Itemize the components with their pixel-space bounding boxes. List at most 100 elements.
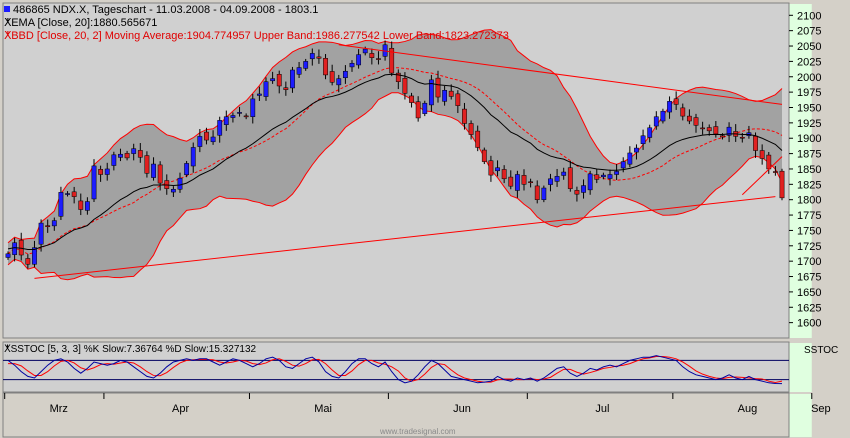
sstoc-axis-label: SSTOC bbox=[804, 345, 839, 356]
ema-legend: ⵅEMA [Close, 20]:1880.565671 bbox=[4, 17, 157, 29]
candle-down bbox=[574, 190, 580, 195]
title-text: 486865 NDX.X, Tageschart - 11.03.2008 - … bbox=[13, 4, 319, 16]
sstoc-legend: ⵅSSTOC [5, 3, 3] %K Slow:7.36764 %D Slow… bbox=[4, 344, 256, 356]
band-moving-average-line bbox=[7, 67, 783, 255]
month-label: Jul bbox=[595, 403, 609, 415]
upper-band-line bbox=[7, 29, 783, 244]
candle-up bbox=[541, 187, 547, 200]
ema-line bbox=[7, 73, 783, 250]
candle-down bbox=[693, 117, 699, 126]
candle-down bbox=[534, 185, 540, 200]
candle-down bbox=[779, 170, 785, 199]
candle-down bbox=[766, 154, 772, 170]
y-tick-label: 1750 bbox=[797, 225, 821, 237]
candle-up bbox=[362, 48, 368, 54]
series-icon bbox=[4, 6, 10, 12]
candle-up bbox=[131, 148, 137, 154]
candle-up bbox=[356, 54, 362, 66]
candle-down bbox=[329, 71, 335, 83]
y-tick-label: 2025 bbox=[797, 56, 821, 68]
candle-down bbox=[389, 47, 395, 74]
sstoc-legend-text: SSTOC [5, 3, 3] %K Slow:7.36764 %D Slow:… bbox=[10, 344, 257, 355]
month-label: Aug bbox=[738, 403, 758, 415]
candle-up bbox=[442, 90, 448, 102]
candle-up bbox=[296, 67, 302, 75]
bollinger-band-fill bbox=[8, 29, 782, 280]
candle-up bbox=[58, 192, 64, 217]
candle-down bbox=[739, 136, 745, 139]
candle-down bbox=[415, 101, 421, 119]
candle-up bbox=[5, 253, 11, 258]
candle-up bbox=[554, 176, 560, 182]
candle-up bbox=[653, 116, 659, 127]
y-tick-label: 2000 bbox=[797, 72, 821, 84]
sstoc-k-slow-line bbox=[7, 355, 783, 385]
legend-marker-icon: ⵅ bbox=[4, 344, 11, 355]
candle-down bbox=[137, 150, 143, 158]
candle-down bbox=[409, 95, 414, 103]
candle-down bbox=[78, 200, 84, 210]
month-label: Sep bbox=[811, 403, 831, 415]
sstoc-panel bbox=[2, 341, 790, 393]
candle-down bbox=[369, 53, 375, 58]
y-tick-label: 1925 bbox=[797, 118, 821, 130]
candle-up bbox=[561, 171, 567, 176]
candle-up bbox=[263, 81, 269, 97]
candle-down bbox=[395, 72, 401, 82]
y-tick-label: 1625 bbox=[797, 302, 821, 314]
candle-down bbox=[71, 191, 77, 197]
candle-up bbox=[336, 78, 342, 86]
y-tick-label: 1825 bbox=[797, 179, 821, 191]
candle-up bbox=[587, 173, 593, 191]
candle-up bbox=[217, 120, 223, 136]
legend-marker-icon: ⵅ bbox=[4, 17, 12, 29]
indicator-lines-layer bbox=[7, 44, 783, 279]
candle-up bbox=[51, 220, 57, 227]
candle-up bbox=[428, 79, 434, 106]
candle-up bbox=[32, 247, 37, 265]
candle-down bbox=[144, 155, 150, 174]
candle-down bbox=[323, 58, 328, 76]
candle-up bbox=[184, 163, 190, 175]
candle-up bbox=[84, 201, 90, 211]
candle-up bbox=[514, 174, 520, 191]
candle-down bbox=[475, 130, 481, 148]
month-label: Mrz bbox=[50, 403, 68, 415]
bbd-legend: ⵅBBD [Close, 20, 2] Moving Average:1904.… bbox=[4, 30, 509, 42]
candle-up bbox=[12, 242, 18, 255]
candle-up bbox=[177, 177, 183, 190]
sstoc-d-slow-line bbox=[8, 356, 783, 383]
candle-down bbox=[759, 150, 765, 159]
candle-up bbox=[640, 135, 646, 145]
y-tick-label: 1900 bbox=[797, 133, 821, 145]
y-tick-label: 2050 bbox=[797, 41, 821, 53]
candle-up bbox=[290, 69, 295, 89]
y-tick-label: 1975 bbox=[797, 87, 821, 99]
candle-down bbox=[243, 115, 249, 118]
candle-down bbox=[686, 115, 692, 122]
candle-down bbox=[98, 169, 104, 175]
legend-marker-icon: ⵅ bbox=[4, 30, 12, 42]
candle-down bbox=[124, 153, 130, 159]
candle-down bbox=[567, 167, 573, 189]
candle-up bbox=[548, 178, 553, 185]
time-axis: Mrz Apr Mai Jun Jul Aug Sep bbox=[2, 392, 831, 438]
candle-down bbox=[157, 164, 163, 184]
candle-up bbox=[627, 152, 633, 165]
candle-down bbox=[720, 135, 725, 138]
month-label: Mai bbox=[314, 403, 332, 415]
y-tick-label: 1600 bbox=[797, 318, 821, 330]
month-label: Jun bbox=[453, 403, 471, 415]
candle-up bbox=[309, 53, 315, 60]
candle-up bbox=[667, 101, 672, 113]
time-axis-area bbox=[2, 392, 790, 438]
candle-down bbox=[594, 174, 600, 180]
candle-up bbox=[342, 70, 348, 78]
watermark: www.tradesignal.com bbox=[380, 427, 456, 436]
y-tick-label: 1850 bbox=[797, 164, 821, 176]
y-tick-label: 2075 bbox=[797, 26, 821, 38]
candle-up bbox=[210, 136, 216, 143]
candle-up bbox=[581, 185, 586, 193]
